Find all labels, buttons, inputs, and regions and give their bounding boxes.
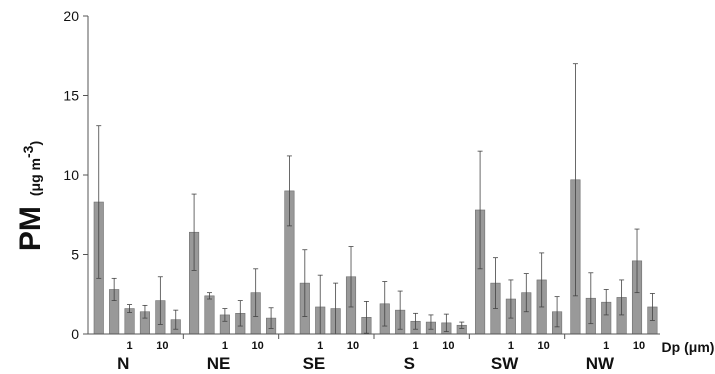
- category-label: SE: [303, 354, 326, 373]
- dp-tick-label: 10: [156, 340, 168, 352]
- category-label: SW: [491, 354, 519, 373]
- dp-tick-label: 1: [317, 340, 323, 352]
- y-axis-label-unit-close: ): [27, 141, 43, 146]
- y-axis-label: PM (μg m-3): [14, 141, 47, 251]
- y-axis-label-unit: (μg m: [27, 158, 43, 196]
- dp-tick-label: 10: [633, 340, 645, 352]
- y-tick-label: 10: [63, 167, 79, 183]
- dp-tick-label: 10: [252, 340, 264, 352]
- dp-tick-label: 10: [538, 340, 550, 352]
- y-tick-label: 0: [71, 326, 79, 342]
- category-label: NW: [586, 354, 615, 373]
- x-axis: 1 10 N 1 10 NE 1 10 SE 1 10 S 1 10 SW 1 10 NW: [88, 333, 660, 373]
- y-tick-label: 5: [71, 247, 79, 263]
- dp-tick-label: 1: [412, 340, 418, 352]
- dp-tick-label: 10: [442, 340, 454, 352]
- y-axis-label-main: PM: [14, 206, 47, 251]
- x-axis-label: Dp (μm): [662, 339, 715, 355]
- dp-tick-label: 1: [508, 340, 514, 352]
- dp-tick-label: 10: [347, 340, 359, 352]
- dp-tick-label: 1: [603, 340, 609, 352]
- svg-text:PM (μg m-3): PM (μg m-3): [14, 141, 47, 251]
- category-label: N: [117, 354, 129, 373]
- category-label: S: [404, 354, 415, 373]
- bar: [204, 295, 215, 335]
- y-axis-label-unit-exponent: -3: [20, 145, 36, 158]
- bars: [93, 63, 658, 335]
- dp-tick-label: 1: [222, 340, 228, 352]
- category-label: NE: [207, 354, 231, 373]
- y-tick-label: 15: [63, 88, 79, 104]
- dp-tick-label: 1: [126, 340, 132, 352]
- y-axis: 0 5 10 15 20: [63, 8, 89, 342]
- y-tick-label: 20: [63, 8, 79, 24]
